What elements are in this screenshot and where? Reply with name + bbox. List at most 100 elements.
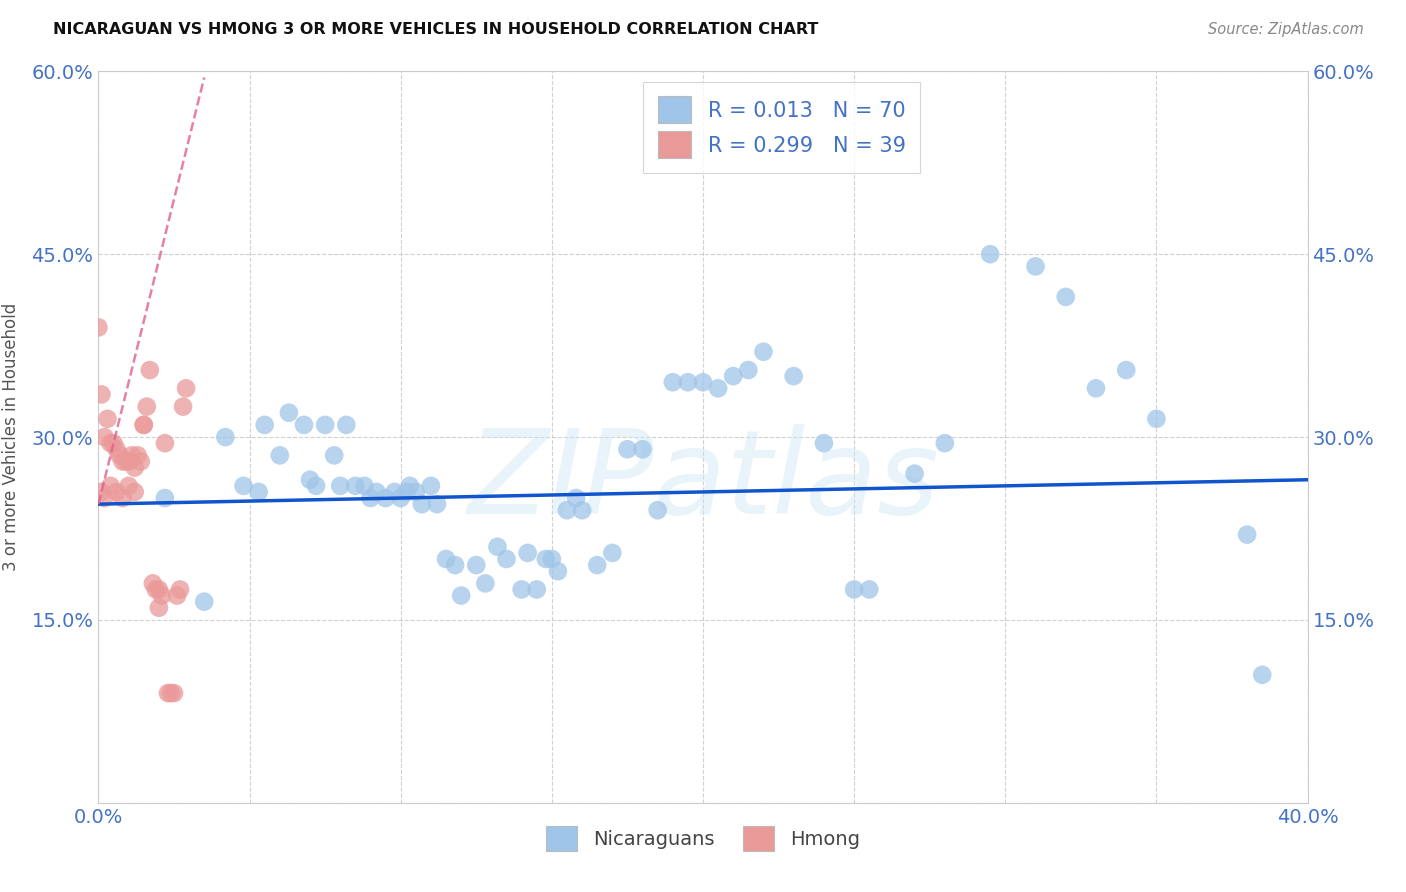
Point [444, 558, 467, 573]
Point [420, 479, 443, 493]
Point [1144, 412, 1167, 426]
Point [118, 479, 141, 493]
Point [692, 375, 714, 389]
Point [105, 442, 128, 457]
Point [314, 417, 336, 432]
Point [486, 540, 509, 554]
Point [111, 454, 134, 468]
Point [360, 491, 382, 505]
Point [1054, 290, 1077, 304]
Point [540, 552, 562, 566]
Point [405, 485, 427, 500]
Point [676, 375, 699, 389]
Point [813, 436, 835, 450]
Point [844, 582, 866, 597]
Point [389, 491, 412, 505]
Point [335, 417, 357, 432]
Point [121, 448, 143, 462]
Point [100, 479, 122, 493]
Point [292, 417, 315, 432]
Point [602, 546, 624, 560]
Point [87, 320, 110, 334]
Point [329, 479, 352, 493]
Point [783, 369, 806, 384]
Point [142, 576, 165, 591]
Point [214, 430, 236, 444]
Point [135, 400, 157, 414]
Point [145, 582, 167, 597]
Point [647, 503, 669, 517]
Point [434, 552, 457, 566]
Point [124, 485, 146, 500]
Point [118, 454, 141, 468]
Point [193, 594, 215, 608]
Point [247, 485, 270, 500]
Text: Source: ZipAtlas.com: Source: ZipAtlas.com [1208, 22, 1364, 37]
Point [661, 375, 683, 389]
Y-axis label: 3 or more Vehicles in Household: 3 or more Vehicles in Household [3, 303, 21, 571]
Point [93, 491, 115, 505]
Point [277, 406, 299, 420]
Point [132, 417, 155, 432]
Point [103, 436, 125, 450]
Point [586, 558, 609, 573]
Point [299, 473, 322, 487]
Point [305, 479, 328, 493]
Point [93, 430, 115, 444]
Point [555, 503, 578, 517]
Point [174, 381, 197, 395]
Text: ZIPatlas: ZIPatlas [467, 424, 939, 538]
Point [353, 479, 375, 493]
Point [139, 363, 162, 377]
Point [111, 491, 134, 505]
Point [1251, 667, 1274, 681]
Point [323, 448, 346, 462]
Point [253, 417, 276, 432]
Point [426, 497, 449, 511]
Point [411, 497, 433, 511]
Point [163, 686, 186, 700]
Point [124, 460, 146, 475]
Point [1236, 527, 1258, 541]
Point [269, 448, 291, 462]
Legend: Nicaraguans, Hmong: Nicaraguans, Hmong [538, 818, 868, 859]
Point [707, 381, 730, 395]
Point [510, 582, 533, 597]
Point [96, 412, 118, 426]
Point [129, 454, 152, 468]
Point [616, 442, 638, 457]
Point [100, 436, 122, 450]
Point [384, 485, 406, 500]
Point [858, 582, 880, 597]
Point [156, 686, 179, 700]
Point [114, 454, 136, 468]
Point [90, 485, 112, 500]
Point [450, 589, 472, 603]
Point [474, 576, 496, 591]
Point [108, 448, 131, 462]
Point [153, 491, 176, 505]
Point [934, 436, 956, 450]
Point [1085, 381, 1108, 395]
Point [495, 552, 517, 566]
Point [398, 479, 420, 493]
Point [172, 400, 194, 414]
Point [148, 600, 170, 615]
Point [565, 491, 588, 505]
Point [752, 344, 775, 359]
Point [526, 582, 548, 597]
Point [148, 582, 170, 597]
Point [366, 485, 388, 500]
Point [374, 491, 396, 505]
Point [1024, 260, 1046, 274]
Point [132, 417, 155, 432]
Point [979, 247, 1001, 261]
Point [160, 686, 183, 700]
Point [631, 442, 654, 457]
Point [737, 363, 759, 377]
Point [723, 369, 745, 384]
Point [153, 436, 176, 450]
Point [547, 564, 569, 578]
Point [232, 479, 254, 493]
Point [90, 387, 112, 401]
